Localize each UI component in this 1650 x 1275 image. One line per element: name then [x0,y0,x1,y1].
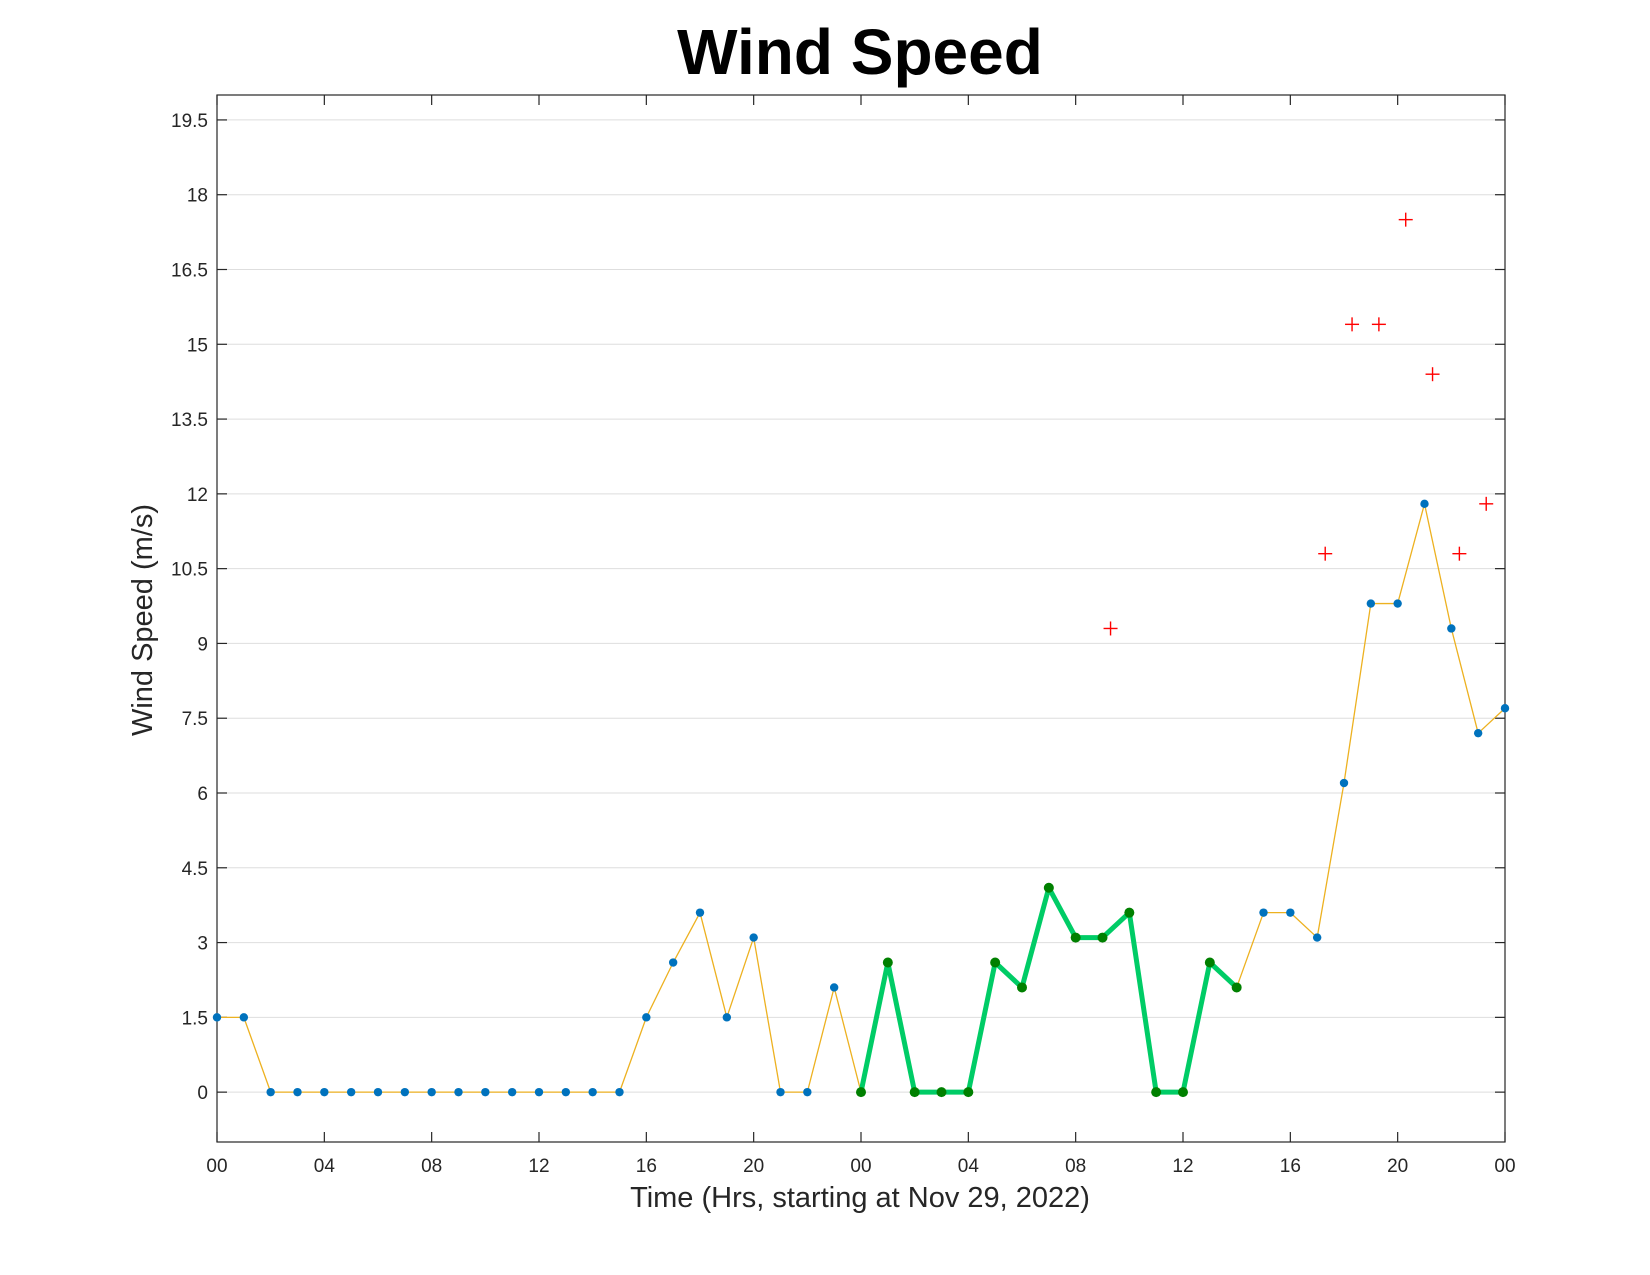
x-tick-label: 04 [958,1156,980,1177]
gust-marker [1398,212,1413,227]
data-point-hourly [829,983,839,992]
x-tick-label: 00 [850,1156,871,1177]
data-series [212,212,1510,1098]
x-tick-label: 12 [1172,1156,1193,1177]
data-point-highlight [1124,907,1135,918]
y-tick-label: 9 [197,634,208,655]
data-point-hourly [454,1087,463,1097]
x-tick-label: 20 [1387,1156,1408,1177]
y-tick-label: 12 [187,485,208,506]
data-point-hourly [266,1087,275,1097]
y-tick-label: 15 [187,335,208,356]
data-point-hourly [803,1087,812,1097]
gust-marker [1371,317,1386,332]
y-tick-label: 3 [197,934,208,955]
data-point-hourly [1339,778,1349,788]
data-point-hourly [1366,599,1376,608]
data-point-hourly [507,1087,517,1097]
y-tick-label: 16.5 [171,261,208,282]
data-point-hourly [534,1087,544,1097]
data-point-highlight [990,957,1001,968]
x-tick-label: 00 [206,1156,227,1177]
y-tick-label: 0 [197,1083,208,1104]
data-point-hourly [373,1087,383,1097]
data-point-hourly [1286,908,1295,917]
gust-marker [1425,367,1440,382]
data-point-hourly [1447,624,1456,633]
x-tick-label: 12 [528,1156,549,1177]
plot-frame [216,94,1506,1143]
y-tick-label: 19.5 [171,111,208,132]
data-point-hourly [239,1013,249,1022]
data-point-hourly [1473,728,1483,738]
data-point-hourly [481,1087,490,1097]
grid-lines [217,119,1505,1093]
x-tick-label: 00 [1494,1156,1515,1177]
data-point-highlight [882,957,893,968]
chart-title: Wind Speed [677,16,1043,88]
data-point-hourly [320,1087,329,1097]
y-tick-label: 6 [197,784,208,805]
data-point-highlight [1043,882,1054,893]
data-point-highlight [1017,982,1027,993]
x-tick-label: 08 [1065,1156,1086,1177]
data-point-hourly [212,1013,222,1022]
data-point-highlight [1151,1087,1162,1098]
data-point-hourly [1312,933,1322,942]
data-point-hourly [776,1087,785,1097]
data-point-highlight [1097,932,1108,943]
data-point-hourly [588,1087,597,1097]
axis-ticks: 0 1.5 3 4.5 6 7.5 9 10.5 12 13.5 15 16.5 18 19.5 00 04 0… [171,95,1516,1177]
y-tick-label: 18 [187,186,208,207]
x-tick-label: 08 [421,1156,442,1177]
data-point-hourly [749,933,758,942]
data-point-hourly [1500,704,1510,713]
data-point-hourly [695,908,705,917]
data-point-highlight [1070,932,1081,943]
data-point-hourly [615,1087,624,1097]
gust-marker [1345,317,1360,332]
x-tick-label: 04 [314,1156,336,1177]
data-point-highlight [1231,982,1242,993]
data-point-hourly [561,1087,571,1097]
data-point-hourly [1259,908,1268,917]
data-point-hourly [400,1087,410,1097]
data-point-hourly [293,1087,302,1097]
data-point-highlight [963,1087,974,1098]
data-point-highlight [1204,957,1215,968]
x-axis-label: Time (Hrs, starting at Nov 29, 2022) [630,1182,1090,1214]
gust-marker [1452,546,1467,561]
data-point-hourly [1393,599,1402,608]
x-tick-label: 20 [743,1156,764,1177]
data-point-hourly [722,1013,732,1022]
gust-marker [1318,546,1333,561]
x-tick-label: 16 [1280,1156,1301,1177]
y-axis-label: Wind Speed (m/s) [127,504,159,736]
y-tick-label: 10.5 [171,560,208,581]
data-point-hourly [427,1087,436,1097]
data-point-highlight [909,1087,920,1098]
gust-marker [1479,496,1494,511]
data-point-hourly [1420,499,1429,509]
data-point-highlight [856,1087,866,1098]
y-tick-label: 7.5 [182,709,208,730]
y-tick-label: 1.5 [182,1008,208,1029]
data-point-hourly [642,1013,651,1022]
y-tick-label: 13.5 [171,410,208,431]
data-point-hourly [668,958,678,967]
x-tick-label: 16 [636,1156,657,1177]
data-point-highlight [1178,1087,1188,1098]
data-point-hourly [346,1087,356,1097]
y-tick-label: 4.5 [182,859,208,880]
data-point-highlight [936,1087,947,1098]
gust-marker [1103,621,1118,636]
